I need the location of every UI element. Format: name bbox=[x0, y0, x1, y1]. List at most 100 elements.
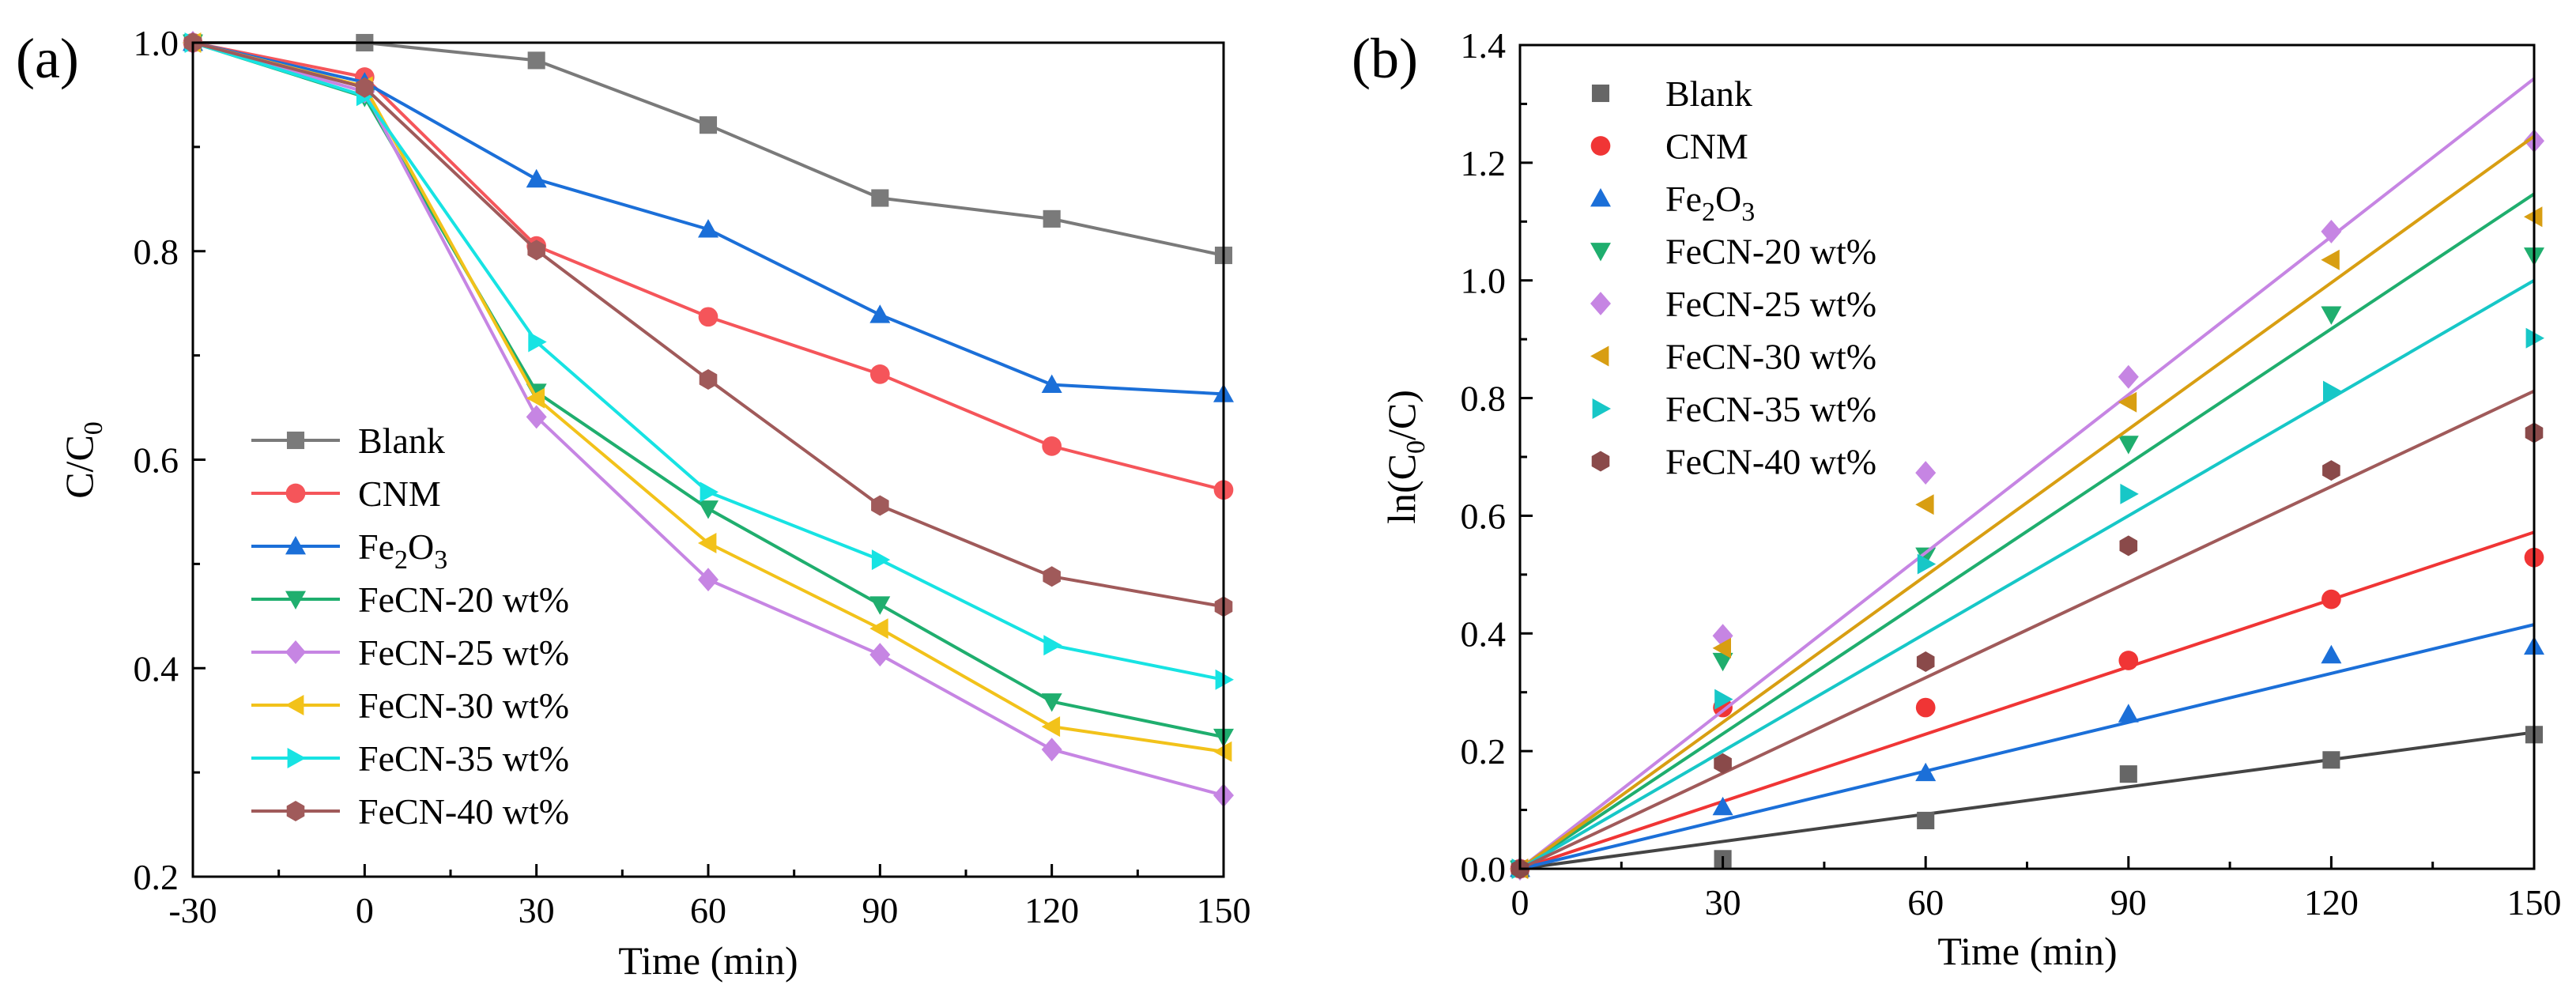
panel-b-y-axis-title-pre: ln(C bbox=[1379, 454, 1424, 524]
panel-b-legend-label-part-3: 3 bbox=[1741, 198, 1755, 227]
panel-b-legend-swatch-marker bbox=[1590, 345, 1609, 367]
panel-b-legend-label: Blank bbox=[1665, 74, 1752, 114]
panel-a-legend-swatch-marker bbox=[285, 536, 306, 555]
panel-b-x-tick-label: 0 bbox=[1511, 882, 1529, 923]
panel-b-point-blank bbox=[1917, 811, 1935, 830]
panel-b-fit-line-blank bbox=[1519, 730, 2535, 870]
panel-a-point-fecn-40-wt bbox=[356, 77, 374, 98]
panel-a-series-fecn-30-wt bbox=[183, 32, 1232, 762]
panel-b-legend-swatch-marker bbox=[1590, 136, 1611, 156]
panel-b: (b) 0 30 60 90 120 1500.00.20.40.60.81.01.21.… bbox=[1352, 25, 2562, 973]
panel-a-legend-label: FeCN-20 wt% bbox=[358, 579, 569, 620]
panel-a-legend-item-fecn-35-wt: FeCN-35 wt% bbox=[251, 738, 569, 779]
panel-a-y-axis-title-subscript: 0 bbox=[79, 421, 108, 435]
panel-a-x-tick-label: 0 bbox=[356, 890, 374, 930]
panel-a-legend-item-fe2o3: Fe2O3 bbox=[251, 526, 447, 575]
panel-a-point-fecn-40-wt bbox=[699, 369, 718, 390]
panel-b-legend-swatch-marker bbox=[1590, 188, 1611, 207]
panel-b-point-fecn-20-wt bbox=[2118, 436, 2139, 455]
panel-a-y-axis-title-main: C/C bbox=[57, 435, 101, 499]
panel-b-label: (b) bbox=[1352, 27, 1418, 90]
panel-b-point-fecn-35-wt bbox=[1917, 553, 1937, 575]
panel-a-legend-swatch-marker bbox=[285, 640, 306, 664]
panel-a-series bbox=[183, 31, 1234, 808]
panel-b-point-cnm bbox=[1915, 697, 1936, 718]
panel-a-legend-label-part-0: Fe bbox=[358, 526, 394, 567]
panel-b-legend-label: CNM bbox=[1665, 126, 1748, 167]
panel-b-y-tick-label: 0.2 bbox=[1461, 731, 1507, 772]
panel-b-y-axis-title-post: /C) bbox=[1379, 390, 1424, 440]
panel-a-axes-frame bbox=[191, 41, 1225, 878]
panel-b-legend-label: FeCN-20 wt% bbox=[1665, 232, 1876, 272]
panel-b-point-cnm bbox=[2118, 651, 2139, 670]
panel-a-legend-label-part-1: 2 bbox=[394, 545, 408, 575]
panel-a-legend-item-fecn-40-wt: FeCN-40 wt% bbox=[251, 791, 569, 832]
panel-a-series-fecn-20-wt bbox=[183, 34, 1234, 748]
panel-b-point-fecn-20-wt bbox=[1915, 547, 1937, 566]
panel-b-legend-item-fecn-35-wt: FeCN-35 wt% bbox=[1592, 389, 1876, 429]
panel-b-series-fecn-30-wt bbox=[1510, 134, 2543, 879]
panel-a-legend-item-fecn-25-wt: FeCN-25 wt% bbox=[251, 632, 569, 673]
panel-a-y-tick-label: 1.0 bbox=[134, 23, 179, 63]
panel-b-point-fecn-30-wt bbox=[2118, 391, 2137, 413]
panel-a-label: (a) bbox=[16, 27, 79, 90]
panel-a-legend-label: Blank bbox=[358, 421, 445, 461]
panel-b-y-tick-label: 0.0 bbox=[1461, 849, 1507, 889]
panel-a-point-cnm bbox=[698, 307, 718, 327]
panel-a-point-fecn-40-wt bbox=[871, 495, 889, 516]
panel-a-line-fecn-20-wt bbox=[192, 41, 1224, 739]
panel-b-fit-line-fecn-30-wt bbox=[1518, 134, 2536, 870]
panel-b-ticks: 0 30 60 90 120 150 0.0 0.2 0.4 0.6 0.8 1.0 1.2 1.4 bbox=[1461, 25, 2562, 923]
panel-a-point-fecn-25-wt bbox=[1041, 738, 1062, 762]
panel-b-y-tick-label: 0.4 bbox=[1461, 613, 1507, 654]
panel-a-point-fecn-35-wt bbox=[1043, 635, 1062, 656]
panel-a-point-fe2o3 bbox=[1041, 374, 1062, 393]
panel-a-y-axis-title: C/C0 bbox=[57, 421, 108, 499]
panel-a-point-fecn-40-wt bbox=[1043, 566, 1061, 587]
panel-b-point-fe2o3 bbox=[1915, 762, 1937, 782]
panel-b-legend-item-cnm: CNM bbox=[1590, 126, 1748, 167]
panel-a-legend-swatch-marker bbox=[285, 591, 306, 609]
panel-b-point-fe2o3 bbox=[2321, 644, 2342, 664]
panel-b-y-tick-label: 1.0 bbox=[1461, 261, 1507, 301]
panel-b-point-fecn-20-wt bbox=[1712, 652, 1733, 672]
panel-a-point-fecn-25-wt bbox=[698, 568, 718, 592]
panel-b-x-axis-title: Time (min) bbox=[1937, 929, 2117, 973]
panel-b-fit-line-fecn-40-wt bbox=[1519, 389, 2535, 870]
panel-a-point-fe2o3 bbox=[869, 304, 891, 323]
panel-a-x-axis-title: Time (min) bbox=[618, 938, 798, 983]
panel-a-point-fecn-30-wt bbox=[869, 618, 888, 640]
panel-b-x-tick-label: 150 bbox=[2507, 882, 2562, 923]
panel-a-point-fecn-30-wt bbox=[1041, 716, 1061, 738]
panel-a-legend-label: FeCN-25 wt% bbox=[358, 632, 569, 673]
panel-a-point-fecn-35-wt bbox=[700, 481, 718, 503]
panel-a-point-fecn-20-wt bbox=[1041, 693, 1062, 712]
panel-b-point-fecn-30-wt bbox=[2321, 249, 2340, 270]
panel-b-point-cnm bbox=[2321, 589, 2341, 609]
panel-b-point-fecn-25-wt bbox=[1915, 461, 1937, 485]
panel-b-legend-item-fecn-25-wt: FeCN-25 wt% bbox=[1590, 284, 1876, 324]
panel-b-x-tick-label: 90 bbox=[2110, 882, 2147, 923]
panel-b-legend-label: FeCN-25 wt% bbox=[1665, 284, 1876, 324]
panel-b-legend-label-part-0: Fe bbox=[1665, 179, 1702, 219]
panel-a-x-tick-label: -30 bbox=[168, 890, 217, 930]
panel-a-x-tick-label: 150 bbox=[1197, 890, 1251, 930]
panel-b-fit-line-cnm bbox=[1519, 530, 2535, 870]
panel-b-fit-line-fecn-20-wt bbox=[1518, 192, 2536, 870]
panel-b-legend-label: FeCN-35 wt% bbox=[1665, 389, 1876, 429]
panel-b-y-tick-label: 0.6 bbox=[1461, 496, 1507, 536]
panel-a-x-tick-label: 60 bbox=[690, 890, 726, 930]
panel-a-y-tick-label: 0.6 bbox=[134, 440, 179, 481]
panel-b-point-fecn-40-wt bbox=[1714, 753, 1732, 774]
panel-a-legend-swatch-marker bbox=[285, 483, 306, 504]
panel-a-legend-item-fecn-30-wt: FeCN-30 wt% bbox=[251, 685, 569, 726]
panel-b-legend-item-fecn-20-wt: FeCN-20 wt% bbox=[1590, 232, 1876, 272]
panel-b-y-axis-title-subscript: 0 bbox=[1401, 440, 1431, 454]
panel-a-point-fecn-30-wt bbox=[698, 533, 717, 553]
panel-b-point-fecn-35-wt bbox=[1714, 689, 1733, 710]
panel-b-legend-swatch-marker bbox=[1590, 292, 1611, 315]
panel-a-line-cnm bbox=[192, 41, 1224, 492]
panel-b-legend-label: Fe2O3 bbox=[1665, 179, 1755, 227]
